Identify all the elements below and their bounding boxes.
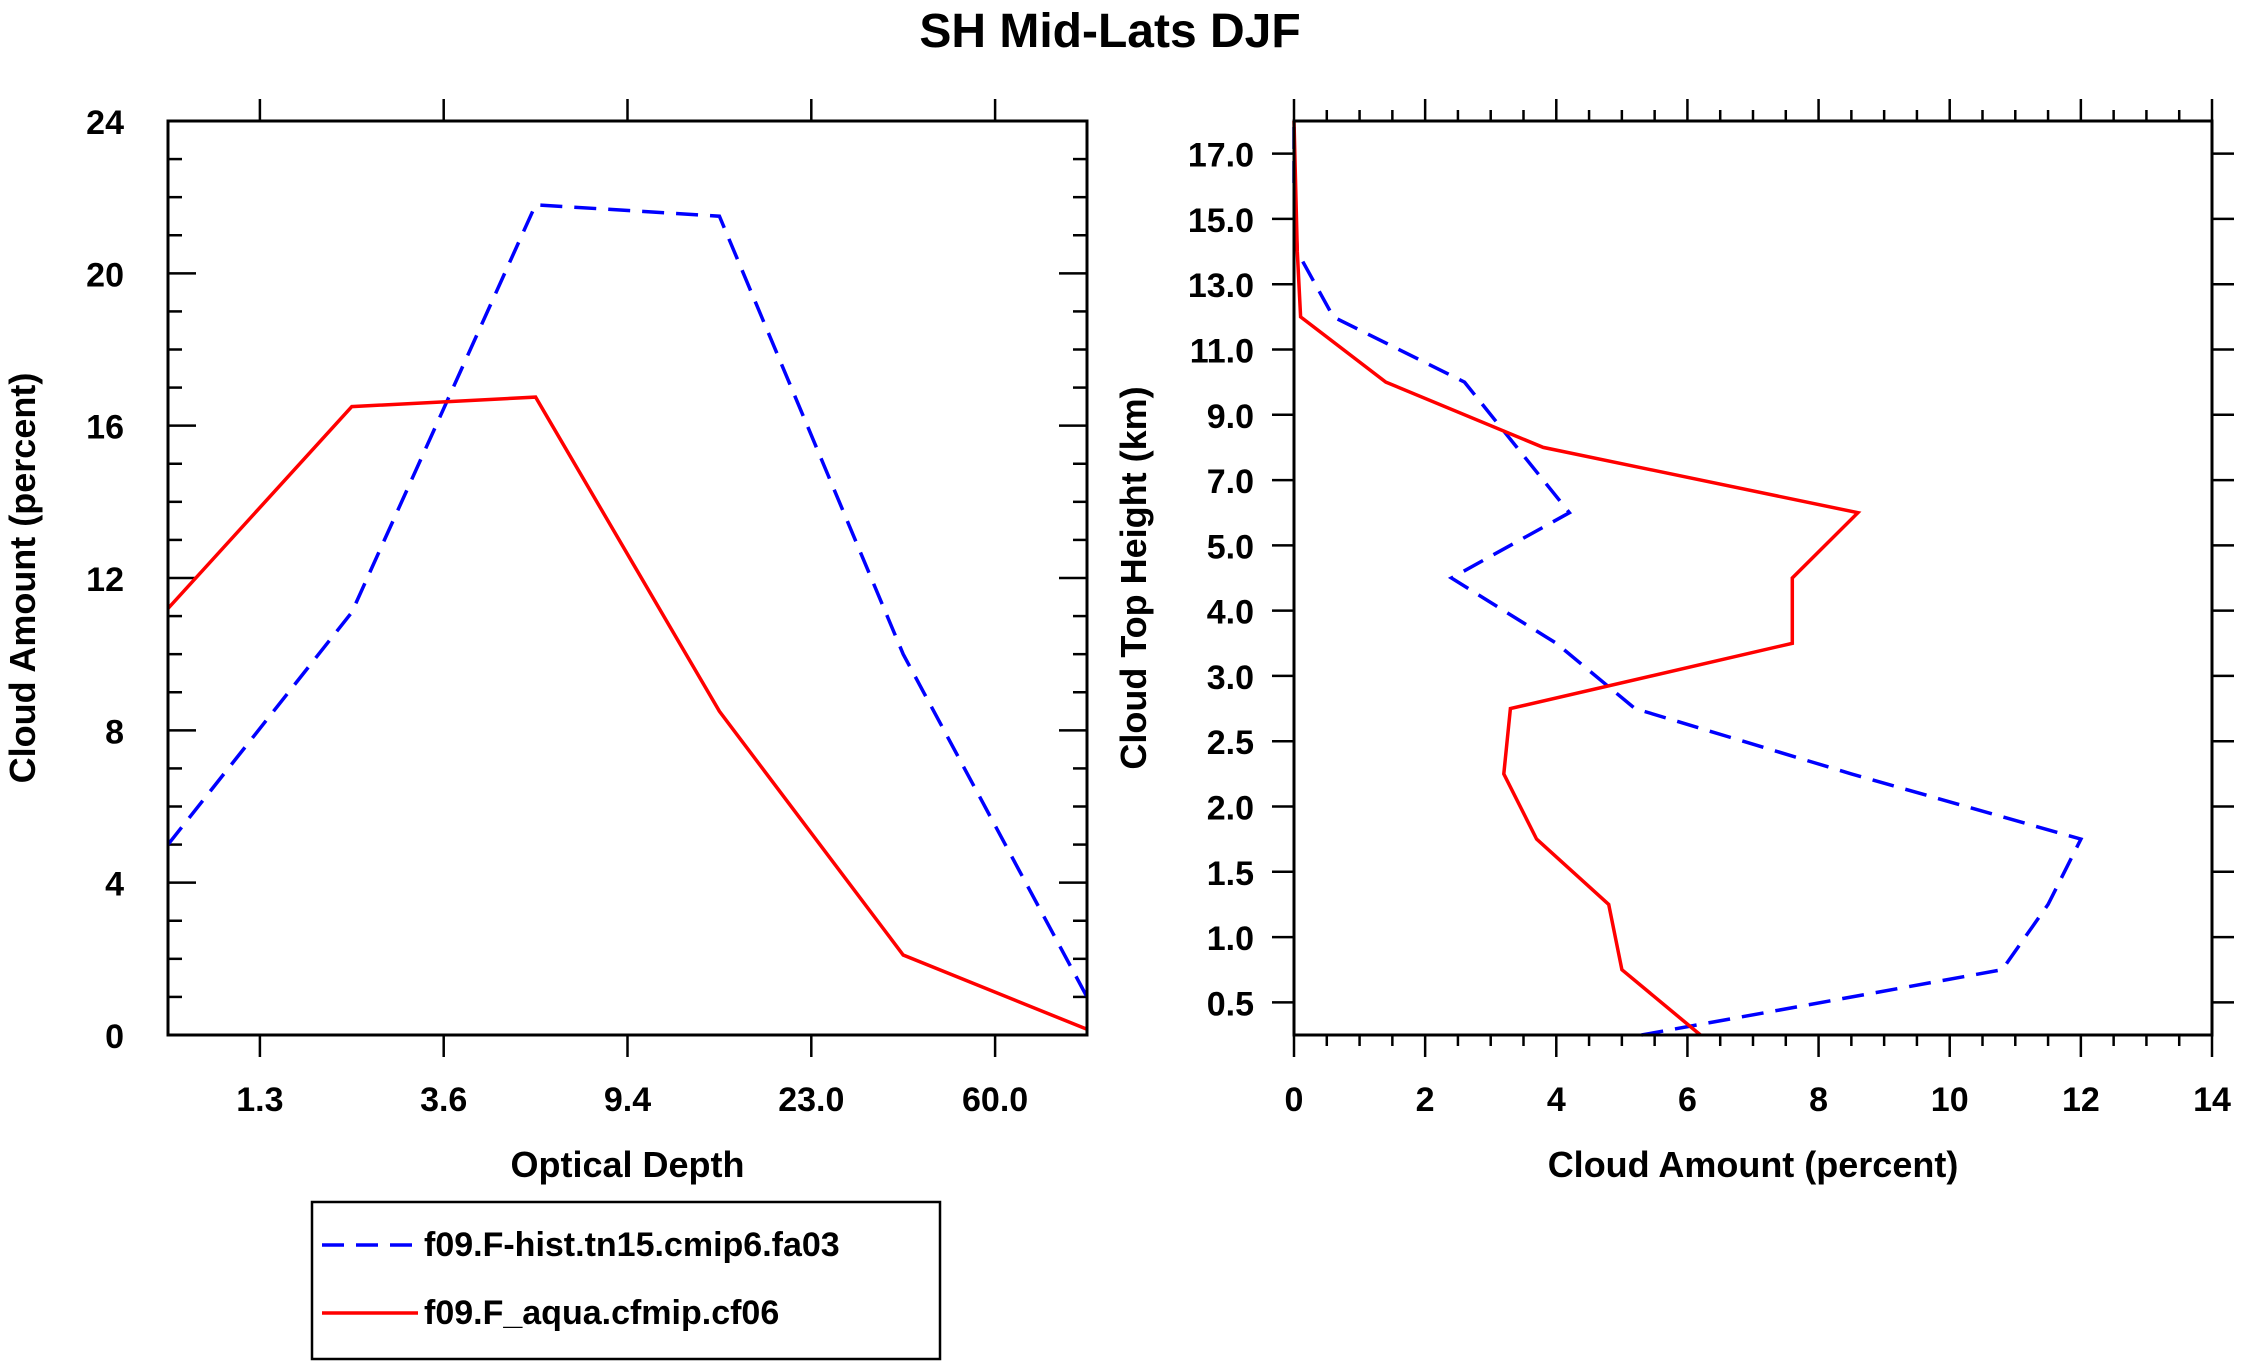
- y-tick-label: 4.0: [1207, 594, 1254, 632]
- series-line-2: [1292, 120, 1862, 1037]
- left-chart-optical-depth: 0 4 8 12 16 20 24 1.3 3.6 9.4 23.0 60.0 Optical Dept…: [2, 99, 1089, 1185]
- y-tick-label: 13.0: [1188, 267, 1254, 305]
- x-tick-label: 9.4: [604, 1081, 651, 1119]
- y-tick-label: 5.0: [1207, 528, 1254, 566]
- x-tick-label: 60.0: [962, 1081, 1028, 1119]
- x-axis-label: Optical Depth: [510, 1144, 744, 1185]
- series-line-1: [166, 202, 1089, 998]
- y-tick-label: 15.0: [1188, 202, 1254, 240]
- y-tick-label: 1.0: [1207, 920, 1254, 958]
- y-tick-label: 11.0: [1190, 333, 1254, 371]
- right-chart-cloud-top-height: 0 2 4 6 8 10 12 14 0.5 1.0 1.5 2.0 2.5 3.0 4.0 5.0 7.0 9.…: [1113, 99, 2234, 1185]
- y-tick-label: 9.0: [1207, 398, 1254, 436]
- x-tick-label: 2: [1416, 1081, 1435, 1119]
- x-tick-label: 8: [1809, 1081, 1828, 1119]
- y-tick-label: 17.0: [1188, 137, 1254, 175]
- y-axis-label: Cloud Top Height (km): [1113, 386, 1154, 769]
- y-tick-label: 12: [86, 561, 124, 599]
- x-tick-label: 12: [2062, 1081, 2100, 1119]
- chart-title: SH Mid-Lats DJF: [919, 5, 1300, 58]
- x-tick-label: 23.0: [778, 1081, 844, 1119]
- y-tick-label: 1.5: [1207, 855, 1254, 893]
- x-tick-label: 6: [1678, 1081, 1697, 1119]
- y-tick-label: 0: [105, 1018, 124, 1056]
- y-tick-label: 2.5: [1207, 724, 1254, 762]
- x-tick-label: 14: [2193, 1081, 2231, 1119]
- series-line-2: [166, 395, 1088, 1031]
- y-axis-label: Cloud Amount (percent): [2, 373, 43, 784]
- x-axis-label: Cloud Amount (percent): [1548, 1144, 1959, 1185]
- y-tick-label: 16: [86, 409, 124, 447]
- legend-label-series-1: f09.F-hist.tn15.cmip6.fa03: [424, 1226, 840, 1264]
- y-tick-label: 20: [86, 256, 124, 294]
- x-tick-label: 0: [1285, 1081, 1304, 1119]
- x-tick-label: 1.3: [236, 1081, 283, 1119]
- x-tick-label: 3.6: [420, 1081, 467, 1119]
- y-tick-label: 24: [86, 104, 124, 142]
- y-tick-label: 2.0: [1207, 790, 1254, 828]
- plot-frame: [166, 119, 1089, 1037]
- legend-label-series-2: f09.F_aqua.cfmip.cf06: [424, 1294, 779, 1332]
- legend: f09.F-hist.tn15.cmip6.fa03 f09.F_aqua.cf…: [310, 1200, 942, 1361]
- y-tick-label: 0.5: [1207, 985, 1254, 1023]
- y-tick-label: 7.0: [1207, 463, 1254, 501]
- series-line-1: [1292, 121, 2084, 1037]
- plot-frame: [1292, 119, 2214, 1037]
- y-tick-label: 3.0: [1207, 659, 1254, 697]
- x-tick-label: 4: [1547, 1081, 1566, 1119]
- y-tick-label: 4: [105, 866, 124, 904]
- x-tick-label: 10: [1931, 1081, 1969, 1119]
- legend-box: [310, 1200, 942, 1361]
- y-tick-label: 8: [105, 713, 124, 751]
